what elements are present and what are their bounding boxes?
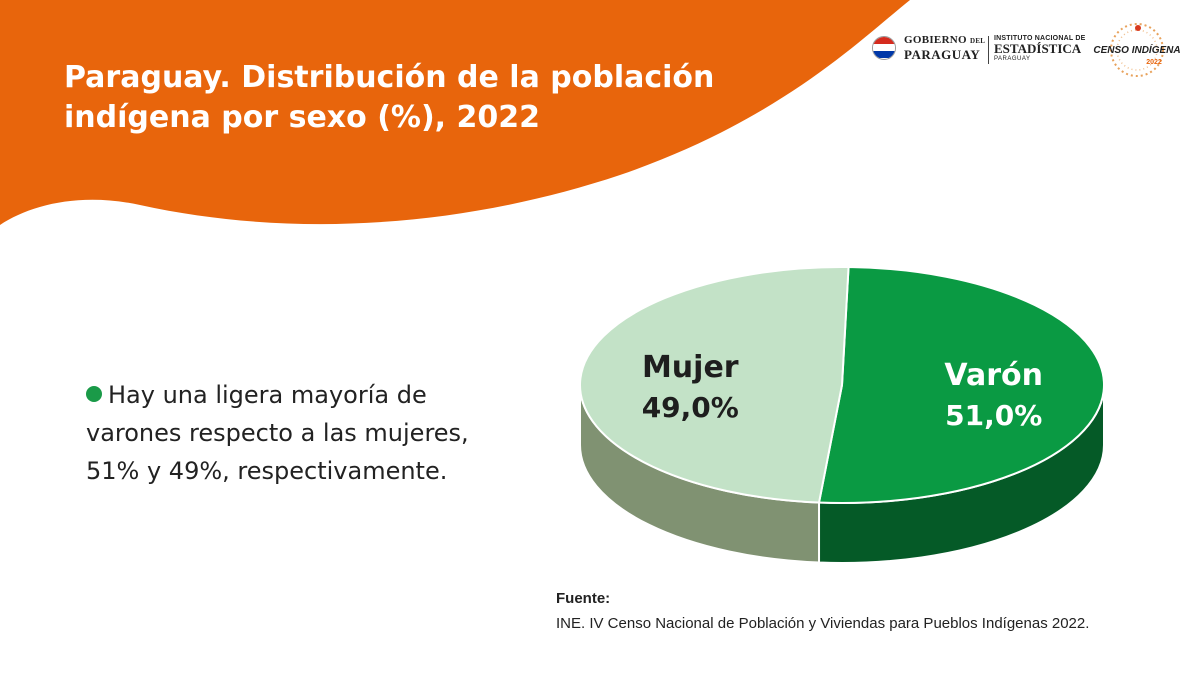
- source-text: INE. IV Censo Nacional de Población y Vi…: [556, 615, 1090, 632]
- bullet-point: Hay una ligera mayoría de varones respec…: [86, 376, 526, 490]
- logo-divider: [988, 36, 989, 64]
- logos-bar: GOBIERNO DEL PARAGUAY INSTITUTO NACIONAL…: [870, 20, 1190, 80]
- ine-line-1: INSTITUTO NACIONAL DE: [994, 35, 1086, 42]
- paraguay-text: PARAGUAY: [904, 47, 981, 62]
- paraguay-flag-icon: [872, 35, 896, 60]
- bullet-dot-icon: [86, 386, 102, 402]
- censo-logo-year: 2022: [1146, 59, 1162, 66]
- censo-logo-text: CENSO INDÍGENA: [1093, 43, 1180, 56]
- censo-indigena-logo: CENSO INDÍGENA 2022: [1093, 23, 1181, 77]
- orange-wave: [0, 0, 910, 225]
- gobierno-paraguay-logo: GOBIERNO DEL PARAGUAY: [872, 34, 985, 61]
- bullet-text: Hay una ligera mayoría de varones respec…: [86, 381, 469, 485]
- pie-label-mujer: Mujer: [642, 350, 739, 385]
- pie-slice-mujer: [579, 266, 850, 504]
- title-line-2: indígena por sexo (%), 2022: [64, 100, 541, 135]
- ine-line-2: ESTADÍSTICA: [994, 41, 1082, 56]
- page-title: Paraguay. Distribución de la población i…: [64, 58, 764, 138]
- ine-line-3: PARAGUAY: [994, 56, 1031, 62]
- gobierno-text: GOBIERNO: [904, 34, 967, 46]
- pie-chart: Varón 51,0% Mujer 49,0%: [579, 266, 1105, 564]
- gobierno-del-text: DEL: [969, 37, 986, 45]
- pie-label-varn: Varón: [944, 358, 1043, 393]
- title-line-1: Paraguay. Distribución de la población: [64, 60, 715, 95]
- pie-value-varn: 51,0%: [945, 399, 1042, 432]
- pie-value-mujer: 49,0%: [642, 391, 739, 424]
- source-label: Fuente:: [556, 590, 611, 607]
- source-note: Fuente: INE. IV Censo Nacional de Poblac…: [556, 590, 1089, 632]
- ine-logo: INSTITUTO NACIONAL DE ESTADÍSTICA PARAGU…: [994, 35, 1085, 62]
- pie-slice-varn: [817, 266, 1105, 504]
